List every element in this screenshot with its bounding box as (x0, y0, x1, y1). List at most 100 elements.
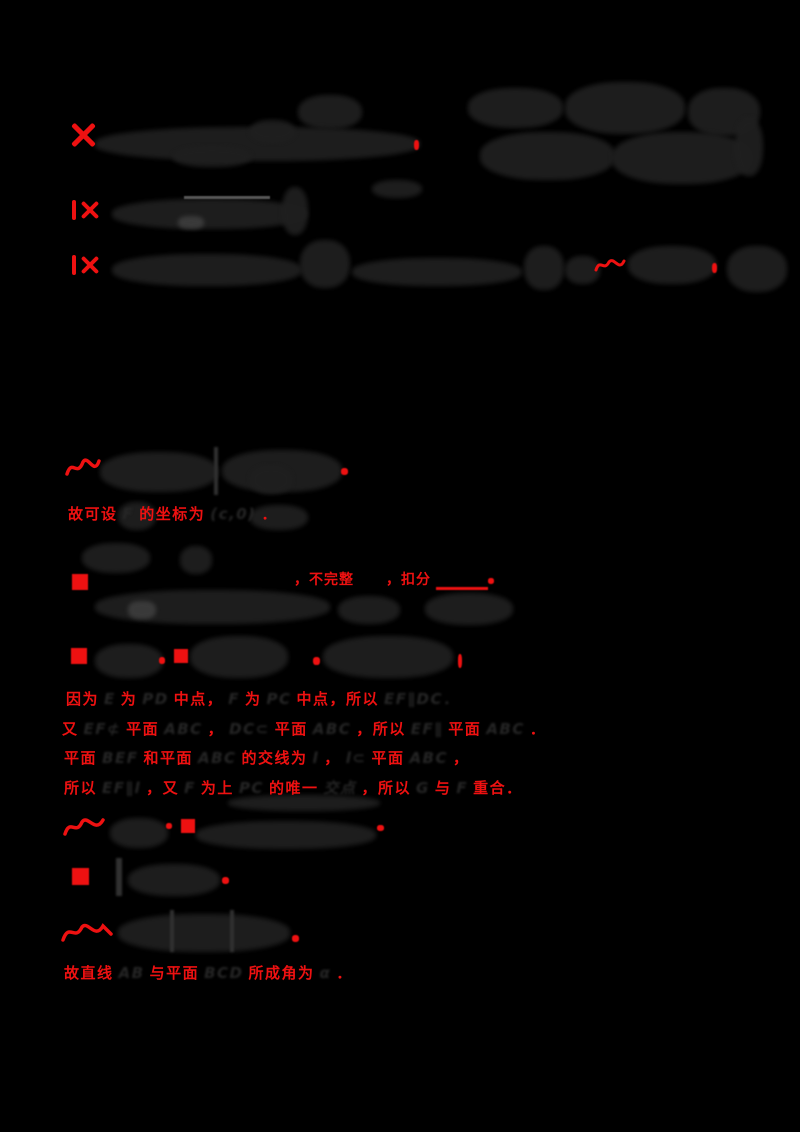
red-dot-mark (159, 657, 165, 664)
red-pen-text: 的坐标为 (139, 505, 206, 523)
handwriting-smudge (565, 82, 685, 134)
red-dot-mark (166, 823, 172, 829)
handwritten-ink-text: AB (118, 964, 145, 982)
handwriting-smudge (230, 910, 234, 952)
handwriting-smudge (128, 864, 220, 896)
red-pen-text: ． (336, 964, 353, 982)
red-pen-text: 所成角为 (248, 964, 315, 982)
red-dot-mark (292, 935, 299, 942)
red-dot-mark (712, 263, 717, 273)
red-angle-conclusion-line: 故直线 AB 与平面 BCD 所成角为 α ． (64, 962, 353, 983)
handwriting-smudge (110, 818, 168, 848)
handwriting-smudge (524, 246, 564, 290)
red-proof-step-3: 平面 BEF 和平面 ABC 的交线为 l， l⊂ 平面 ABC， (64, 747, 470, 768)
red-correction-coordinate-line: 故可设 F 的坐标为 (c,0) ． (68, 503, 278, 524)
red-dot-mark (222, 877, 229, 884)
red-pen-text: 中点，所以 (296, 690, 380, 708)
handwriting-smudge (425, 593, 513, 625)
red-tick-mark (458, 654, 462, 668)
red-pen-text: ，所以 (361, 779, 411, 797)
red-pen-text: ，又 (146, 779, 180, 797)
handwriting-smudge (173, 147, 251, 167)
handwriting-smudge (372, 180, 422, 198)
handwriting-smudge (323, 636, 453, 678)
handwritten-ink-text: 交点 (323, 779, 357, 797)
red-pen-text: 的唯一 (268, 779, 319, 797)
handwritten-ink-text: l (312, 749, 320, 767)
red-dot-mark (313, 657, 320, 665)
red-pen-text: 和平面 (143, 749, 193, 767)
handwriting-smudge (250, 120, 295, 142)
handwritten-ink-text: F (122, 505, 135, 523)
handwritten-ink-text: α (319, 964, 332, 982)
handwritten-ink-text: ABC (486, 720, 525, 738)
red-scribble-mark (65, 458, 101, 476)
red-pen-text: 故可设 (68, 505, 118, 523)
red-scribble-mark (61, 923, 113, 942)
handwriting-smudge (628, 246, 716, 284)
handwritten-ink-text: EF∥ (410, 720, 444, 738)
handwriting-smudge (128, 601, 156, 619)
red-pen-text: 故直线 (64, 964, 114, 982)
handwriting-smudge (190, 636, 288, 678)
handwriting-smudge (300, 240, 350, 288)
handwritten-ink-text: PD (142, 690, 169, 708)
red-pen-text: 平面 (371, 749, 405, 767)
handwriting-smudge (352, 258, 522, 286)
handwriting-smudge (116, 858, 122, 896)
red-pen-text: 重合． (473, 779, 523, 797)
handwritten-ink-text: BEF (102, 749, 139, 767)
red-pen-text: 平面 (274, 720, 308, 738)
red-square-mark (72, 868, 89, 885)
handwriting-smudge (118, 502, 156, 530)
handwriting-smudge (112, 199, 307, 229)
red-proof-step-4: 所以 EF∥l ，又 F 为上 PC 的唯一 交点 ，所以 G 与 F 重合． (64, 777, 523, 798)
red-pen-text: 的交线为 (241, 749, 308, 767)
red-square-mark (174, 649, 188, 663)
handwritten-ink-text: ABC (409, 749, 449, 767)
red-pen-text: 又 (62, 720, 79, 738)
red-pen-text: 平面 (64, 749, 98, 767)
handwritten-ink-text: EF∥l (102, 779, 142, 797)
handwriting-smudge (82, 543, 150, 573)
handwritten-ink-text: PC (238, 779, 264, 797)
handwriting-smudge (214, 447, 218, 495)
red-pen-text: 因为 (66, 690, 100, 708)
handwriting-smudge (196, 821, 376, 849)
red-pen-text: 为上 (200, 779, 234, 797)
handwriting-smudge (735, 118, 763, 176)
red-pen-text: 为 (245, 690, 262, 708)
red-pen-text: ． (261, 505, 279, 523)
handwriting-smudge (298, 95, 362, 129)
red-pen-text: 平面 (448, 720, 482, 738)
red-dot-mark (488, 578, 494, 584)
handwritten-ink-text: ABC (197, 749, 237, 767)
handwriting-smudge (250, 466, 292, 494)
handwriting-smudge (118, 914, 290, 952)
handwriting-smudge (100, 452, 218, 492)
handwriting-smudge (170, 910, 174, 952)
red-underline (436, 587, 488, 590)
handwriting-smudge (180, 546, 212, 574)
red-square-mark (71, 648, 87, 664)
handwritten-ink-text: BCD (204, 964, 244, 982)
cross-mark-icon (70, 254, 104, 276)
handwriting-smudge (480, 132, 615, 180)
handwritten-ink-text: EF⊄ (83, 720, 122, 738)
handwriting-smudge (250, 505, 308, 530)
handwritten-ink-text: F (456, 779, 469, 797)
handwriting-smudge (727, 246, 787, 292)
red-pen-text: 所以 (64, 779, 98, 797)
red-note-deduct: ，扣分 (386, 572, 431, 588)
red-square-mark (181, 819, 195, 833)
red-dot-mark (341, 468, 348, 475)
handwritten-ink-text: (c,0) (210, 505, 257, 523)
handwriting-smudge (565, 256, 600, 284)
red-pen-text: 与 (434, 779, 452, 797)
red-proof-step-2: 又 EF⊄ 平面 ABC， DC⊂ 平面 ABC ，所以 EF∥ 平面 ABC ． (62, 718, 546, 739)
red-note-incomplete: ，不完整 (294, 572, 354, 588)
handwritten-ink-text: ABC (164, 720, 203, 738)
red-pen-text: 与平面 (149, 964, 200, 982)
handwritten-ink-text: PC (266, 690, 292, 708)
